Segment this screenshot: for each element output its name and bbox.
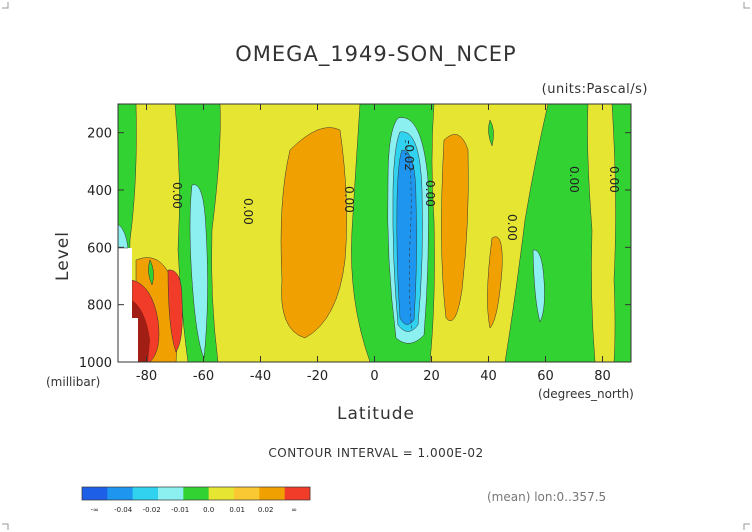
colorbar-swatch [158,487,184,500]
units-label: (units:Pascal/s) [541,82,648,97]
x-tick-label: 0 [370,369,378,384]
axis-ticks [118,104,631,363]
colorbar: -∞ -0.04 -0.02 -0.01 0.0 0.01 0.02 ∞ [81,486,311,514]
colorbar-swatch [183,487,209,500]
y-tick-label: 200 [87,127,112,142]
y-tick-label: 400 [87,184,112,199]
y-tick-label: 800 [87,299,112,314]
colorbar-label: -0.02 [143,506,161,514]
contour-label: 0.00 [241,198,255,225]
missing-data [118,248,138,362]
contour-label: 0.00 [607,166,621,193]
colorbar-swatch [259,487,285,500]
x-tick-label: 60 [537,369,554,384]
colorbar-swatch [208,487,235,500]
x-tick-label: -40 [250,369,271,384]
contour-label: -0.02 [402,140,416,171]
colorbar-label: 0.0 [203,506,214,514]
contour-interval-label: CONTOUR INTERVAL = 1.000E-02 [268,446,484,460]
y-tick-label: 600 [87,241,112,256]
colorbar-frame [81,486,311,501]
y-tick-label: 1000 [79,356,112,371]
colorbar-swatch [284,487,311,500]
x-tick-label: -20 [307,369,328,384]
dashed-contours [404,139,413,331]
colorbar-label: -∞ [90,506,98,514]
contour-label: 0.00 [342,186,356,213]
contour-label-group: 0.00 0.00 0.00 -0.02 0.00 0.00 0.00 0.00 [170,140,621,241]
colorbar-label: -0.04 [114,506,133,514]
x-axis-label: Latitude [337,404,415,424]
plot-area: 0.00 0.00 0.00 -0.02 0.00 0.00 0.00 0.00 [117,103,632,363]
colorbar-swatch [107,487,133,500]
axis-tick-labels: -80 -60 -40 -20 0 20 40 60 80 200 400 600 800 1000 [79,127,611,384]
y-axis-unit: (millibar) [46,375,101,389]
contour-label: 0.00 [170,182,184,209]
chart-title: OMEGA_1949-SON_NCEP [235,42,517,66]
x-tick-label: 80 [594,369,611,384]
x-axis-unit: (degrees_north) [538,387,634,401]
contour-label: 0.00 [567,166,581,193]
colorbar-swatch [132,487,159,500]
colorbar-label: 0.02 [258,506,274,514]
colorbar-swatch [234,487,260,500]
colorbar-label: ∞ [291,506,297,514]
mean-note: (mean) lon:0..357.5 [487,490,607,504]
green-patches [148,119,494,286]
x-tick-label: -60 [193,369,214,384]
x-tick-label: -80 [136,369,157,384]
x-tick-label: 40 [480,369,497,384]
contour-label: 0.00 [505,214,519,241]
colorbar-swatch [82,487,108,500]
negative-regions [117,117,545,359]
colorbar-label: -0.01 [171,506,189,514]
x-tick-label: 20 [423,369,440,384]
colorbar-label: 0.01 [229,506,245,514]
contour-label: 0.00 [423,180,437,207]
